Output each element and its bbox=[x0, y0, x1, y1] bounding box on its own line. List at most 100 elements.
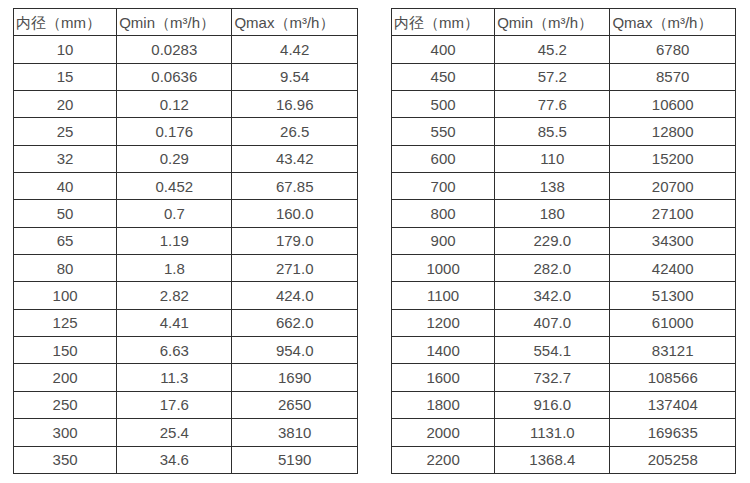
cell-qmin: 6.63 bbox=[117, 337, 232, 364]
table-row: 500.7160.0 bbox=[14, 200, 358, 227]
cell-qmin: 11.3 bbox=[117, 364, 232, 391]
table-row: 1002.82424.0 bbox=[14, 282, 358, 309]
cell-qmax: 26.5 bbox=[232, 118, 358, 145]
cell-qmin: 57.2 bbox=[495, 63, 610, 90]
cell-qmax: 83121 bbox=[610, 337, 736, 364]
spec-table-large-diameters: 内径（mm）Qmin（m³/h）Qmax（m³/h） 40045.2678045… bbox=[391, 8, 736, 474]
table-row: 20011.31690 bbox=[14, 364, 358, 391]
table-row: 25017.62650 bbox=[14, 391, 358, 418]
cell-qmin: 0.176 bbox=[117, 118, 232, 145]
cell-qmax: 137404 bbox=[610, 391, 736, 418]
cell-diameter: 1200 bbox=[392, 309, 495, 336]
table-row: 1800916.0137404 bbox=[392, 391, 736, 418]
cell-qmin: 85.5 bbox=[495, 118, 610, 145]
cell-diameter: 100 bbox=[14, 282, 117, 309]
cell-diameter: 50 bbox=[14, 200, 117, 227]
cell-qmax: 662.0 bbox=[232, 309, 358, 336]
table-row: 1200407.061000 bbox=[392, 309, 736, 336]
cell-diameter: 450 bbox=[392, 63, 495, 90]
cell-diameter: 125 bbox=[14, 309, 117, 336]
cell-qmin: 732.7 bbox=[495, 364, 610, 391]
cell-qmax: 42400 bbox=[610, 255, 736, 282]
col-header-qmax: Qmax（m³/h） bbox=[610, 9, 736, 36]
col-header-diameter: 内径（mm） bbox=[14, 9, 117, 36]
cell-qmin: 138 bbox=[495, 173, 610, 200]
table-row: 200.1216.96 bbox=[14, 91, 358, 118]
cell-qmin: 34.6 bbox=[117, 446, 232, 473]
cell-diameter: 550 bbox=[392, 118, 495, 145]
cell-qmin: 1131.0 bbox=[495, 419, 610, 446]
cell-qmax: 67.85 bbox=[232, 173, 358, 200]
table-row: 55085.512800 bbox=[392, 118, 736, 145]
cell-diameter: 600 bbox=[392, 145, 495, 172]
cell-diameter: 350 bbox=[14, 446, 117, 473]
cell-qmin: 407.0 bbox=[495, 309, 610, 336]
cell-qmax: 2650 bbox=[232, 391, 358, 418]
table-row: 20001131.0169635 bbox=[392, 419, 736, 446]
cell-qmax: 3810 bbox=[232, 419, 358, 446]
cell-qmin: 110 bbox=[495, 145, 610, 172]
cell-qmax: 15200 bbox=[610, 145, 736, 172]
cell-diameter: 800 bbox=[392, 200, 495, 227]
cell-qmax: 424.0 bbox=[232, 282, 358, 309]
table-row: 1600732.7108566 bbox=[392, 364, 736, 391]
cell-qmax: 34300 bbox=[610, 227, 736, 254]
cell-diameter: 40 bbox=[14, 173, 117, 200]
cell-qmin: 1.8 bbox=[117, 255, 232, 282]
table-row: 1100342.051300 bbox=[392, 282, 736, 309]
cell-qmax: 108566 bbox=[610, 364, 736, 391]
col-header-qmin: Qmin（m³/h） bbox=[117, 9, 232, 36]
cell-qmin: 342.0 bbox=[495, 282, 610, 309]
cell-diameter: 500 bbox=[392, 91, 495, 118]
flow-spec-tables: 内径（mm）Qmin（m³/h）Qmax（m³/h） 100.02834.421… bbox=[0, 0, 750, 474]
cell-qmax: 20700 bbox=[610, 173, 736, 200]
cell-qmin: 0.0636 bbox=[117, 63, 232, 90]
table-row: 35034.65190 bbox=[14, 446, 358, 473]
cell-qmax: 179.0 bbox=[232, 227, 358, 254]
cell-diameter: 1600 bbox=[392, 364, 495, 391]
cell-qmax: 10600 bbox=[610, 91, 736, 118]
table-row: 801.8271.0 bbox=[14, 255, 358, 282]
table-row: 400.45267.85 bbox=[14, 173, 358, 200]
cell-qmax: 27100 bbox=[610, 200, 736, 227]
cell-diameter: 65 bbox=[14, 227, 117, 254]
cell-qmax: 12800 bbox=[610, 118, 736, 145]
table-row: 70013820700 bbox=[392, 173, 736, 200]
table-row: 150.06369.54 bbox=[14, 63, 358, 90]
table-row: 1254.41662.0 bbox=[14, 309, 358, 336]
header-row: 内径（mm）Qmin（m³/h）Qmax（m³/h） bbox=[392, 9, 736, 36]
spec-table-small-diameters: 内径（mm）Qmin（m³/h）Qmax（m³/h） 100.02834.421… bbox=[13, 8, 358, 474]
cell-qmin: 25.4 bbox=[117, 419, 232, 446]
cell-qmin: 0.12 bbox=[117, 91, 232, 118]
table-row: 900229.034300 bbox=[392, 227, 736, 254]
cell-qmin: 45.2 bbox=[495, 36, 610, 63]
cell-diameter: 25 bbox=[14, 118, 117, 145]
header-row: 内径（mm）Qmin（m³/h）Qmax（m³/h） bbox=[14, 9, 358, 36]
cell-qmin: 180 bbox=[495, 200, 610, 227]
cell-diameter: 1400 bbox=[392, 337, 495, 364]
cell-qmin: 17.6 bbox=[117, 391, 232, 418]
cell-qmax: 61000 bbox=[610, 309, 736, 336]
cell-diameter: 150 bbox=[14, 337, 117, 364]
cell-qmax: 271.0 bbox=[232, 255, 358, 282]
cell-qmax: 4.42 bbox=[232, 36, 358, 63]
table-row: 30025.43810 bbox=[14, 419, 358, 446]
cell-diameter: 900 bbox=[392, 227, 495, 254]
cell-qmax: 954.0 bbox=[232, 337, 358, 364]
cell-qmin: 282.0 bbox=[495, 255, 610, 282]
cell-diameter: 1000 bbox=[392, 255, 495, 282]
cell-diameter: 1800 bbox=[392, 391, 495, 418]
cell-qmin: 4.41 bbox=[117, 309, 232, 336]
cell-diameter: 400 bbox=[392, 36, 495, 63]
table-row: 22001368.4205258 bbox=[392, 446, 736, 473]
table-row: 45057.28570 bbox=[392, 63, 736, 90]
cell-qmax: 205258 bbox=[610, 446, 736, 473]
cell-diameter: 700 bbox=[392, 173, 495, 200]
cell-qmax: 1690 bbox=[232, 364, 358, 391]
cell-diameter: 1100 bbox=[392, 282, 495, 309]
table-row: 50077.610600 bbox=[392, 91, 736, 118]
cell-diameter: 80 bbox=[14, 255, 117, 282]
cell-qmin: 0.452 bbox=[117, 173, 232, 200]
cell-qmax: 6780 bbox=[610, 36, 736, 63]
table-row: 1506.63954.0 bbox=[14, 337, 358, 364]
